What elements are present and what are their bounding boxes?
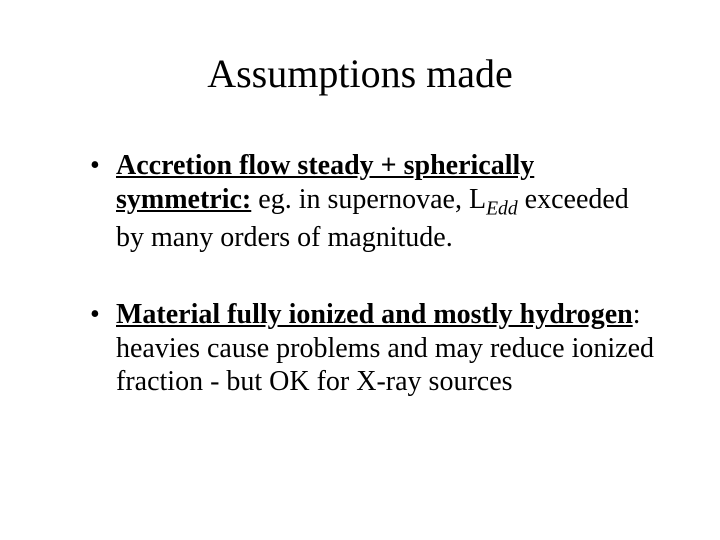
- slide: Assumptions made Accretion flow steady +…: [0, 0, 720, 540]
- slide-title: Assumptions made: [60, 50, 660, 97]
- bullet-text-before-sub: eg. in supernovae, L: [251, 184, 486, 215]
- subscript-text: Edd: [486, 198, 518, 219]
- bullet-item: Accretion flow steady + spherically symm…: [90, 149, 660, 254]
- bullet-lead: Material fully ionized and mostly hydrog…: [116, 299, 633, 330]
- bullet-item: Material fully ionized and mostly hydrog…: [90, 298, 660, 403]
- bullet-list: Accretion flow steady + spherically symm…: [60, 149, 660, 404]
